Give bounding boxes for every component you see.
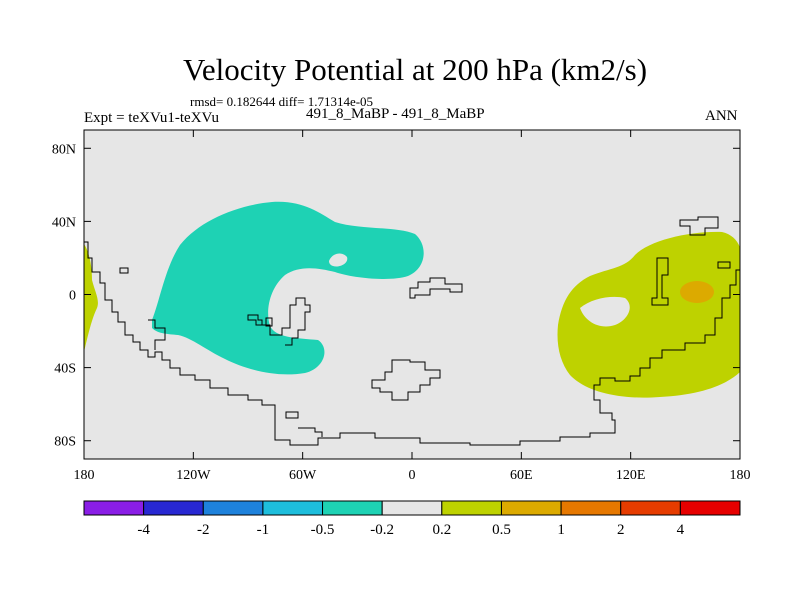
case-names: 491_8_MaBP - 491_8_MaBP: [306, 106, 485, 122]
y-tick-label: 40S: [54, 362, 76, 377]
colorbar: -4 -2 -1 -0.5 -0.2 0.2 0.5 1 2 4: [83, 500, 741, 538]
coastlines: [84, 216, 740, 446]
y-tick-label: 0: [69, 289, 76, 304]
coastline-east-islands: [717, 261, 731, 269]
colorbar-bin: [202, 500, 264, 516]
positive-core: [680, 281, 714, 303]
x-tick-label: 120W: [176, 468, 211, 483]
colorbar-label: -4: [137, 522, 150, 538]
x-tick-label: 120E: [616, 468, 646, 483]
coastline-indian-ocean-islands: [285, 411, 299, 419]
chart-title: Velocity Potential at 200 hPa (km2/s): [182, 52, 648, 87]
y-tick-label: 80N: [52, 142, 76, 157]
colorbar-label: 1: [557, 522, 565, 538]
y-tick-label: 80S: [54, 435, 76, 450]
colorbar-bin: [322, 500, 383, 516]
colorbar-label: -2: [197, 522, 210, 538]
colorbar-label: -1: [257, 522, 270, 538]
experiment-label: Expt = teXVu1-teXVu: [84, 110, 219, 126]
colorbar-label: -0.5: [311, 522, 335, 538]
y-tick-label: 40N: [52, 215, 76, 230]
positive-region-west-edge: [84, 244, 98, 352]
colorbar-bin: [441, 500, 502, 516]
colorbar-label: 2: [617, 522, 625, 538]
colorbar-bin: [500, 500, 562, 516]
colorbar-label: 4: [677, 522, 685, 538]
coastline-maritime-continent: [409, 277, 463, 299]
colorbar-bin: [679, 500, 741, 516]
x-tick-label: 60E: [510, 468, 533, 483]
colorbar-label: 0.2: [432, 522, 451, 538]
x-tick-label: 60W: [289, 468, 317, 483]
coastline-east-inlet: [651, 257, 669, 306]
x-tick-label: 180: [730, 468, 751, 483]
axes: 180 120W 60W 0 60E 120E 180 80N 40N 0 40S 80S: [52, 130, 751, 483]
colorbar-label: -0.2: [370, 522, 394, 538]
colorbar-label: 0.5: [492, 522, 511, 538]
coastline-small-island: [119, 267, 129, 274]
coastline-australia: [371, 359, 441, 401]
x-tick-label: 0: [409, 468, 416, 483]
x-tick-label: 180: [74, 468, 95, 483]
positive-region-east: [557, 231, 740, 398]
colorbar-bin: [560, 500, 622, 516]
season-label: ANN: [705, 108, 738, 124]
colorbar-bin: [262, 500, 324, 516]
colorbar-bin: [620, 500, 681, 516]
rmsd-diff-stats: rmsd= 0.182644 diff= 1.71314e-05: [190, 94, 374, 109]
coastline-gulf: [148, 319, 166, 350]
colorbar-bin: [381, 500, 443, 516]
coastline-northeast: [679, 216, 719, 236]
coastline-americas: [84, 241, 740, 446]
coastline-africa: [258, 297, 311, 346]
colorbar-bin: [143, 500, 204, 516]
coastline-southern-rim: [298, 427, 323, 437]
negative-region: [152, 201, 424, 375]
colorbar-bin: [83, 500, 145, 516]
contour-fills: [84, 201, 740, 398]
